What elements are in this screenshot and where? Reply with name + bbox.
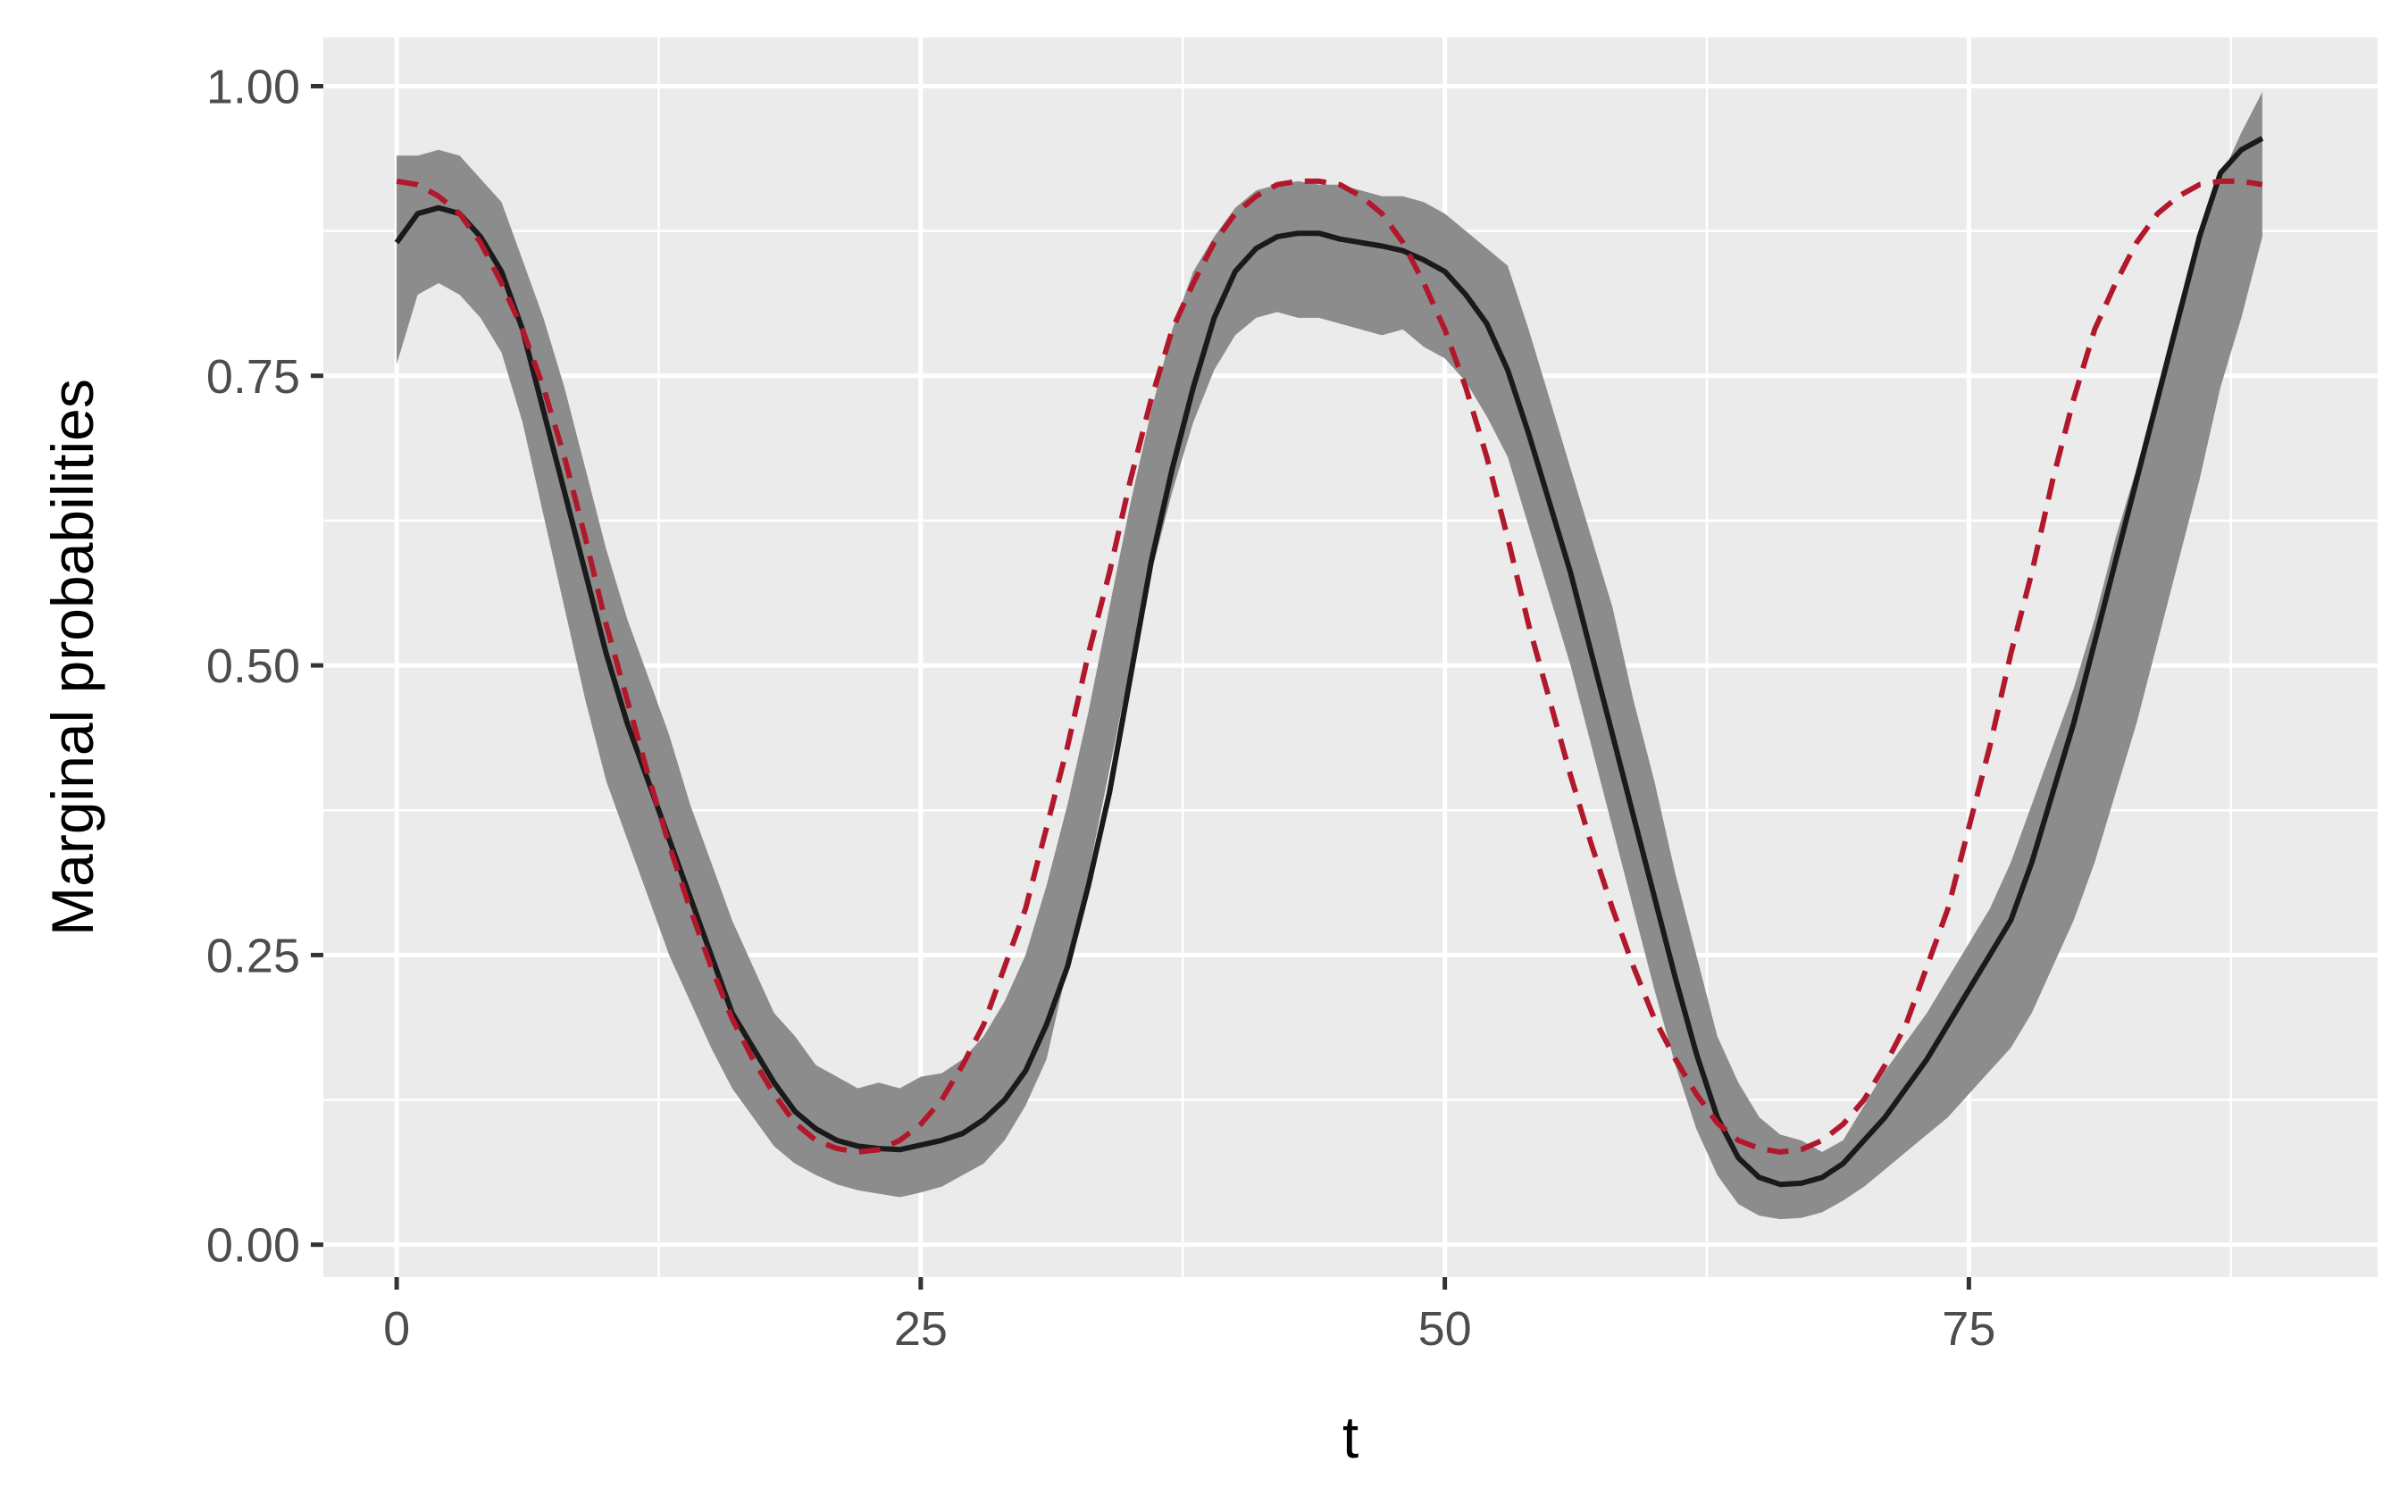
x-axis-title: t [1342,1404,1359,1470]
x-axis: 0 25 50 75 [383,1277,1995,1356]
y-tick-label: 0.75 [206,350,300,404]
y-tick-label: 1.00 [206,60,300,113]
y-axis: 0.00 0.25 0.50 0.75 1.00 [206,60,323,1273]
y-axis-title: Marginal probabilities [39,379,105,936]
x-tick-label: 75 [1942,1302,1995,1356]
y-tick-label: 0.25 [206,929,300,982]
x-tick-label: 50 [1418,1302,1472,1356]
x-tick-label: 25 [894,1302,948,1356]
confidence-ribbon [397,92,2262,1220]
true-probability-line [396,178,2263,1155]
y-tick-label: 0.00 [206,1219,300,1273]
estimate-line [394,136,2264,1188]
x-tick-label: 0 [383,1302,410,1356]
y-tick-label: 0.50 [206,639,300,693]
